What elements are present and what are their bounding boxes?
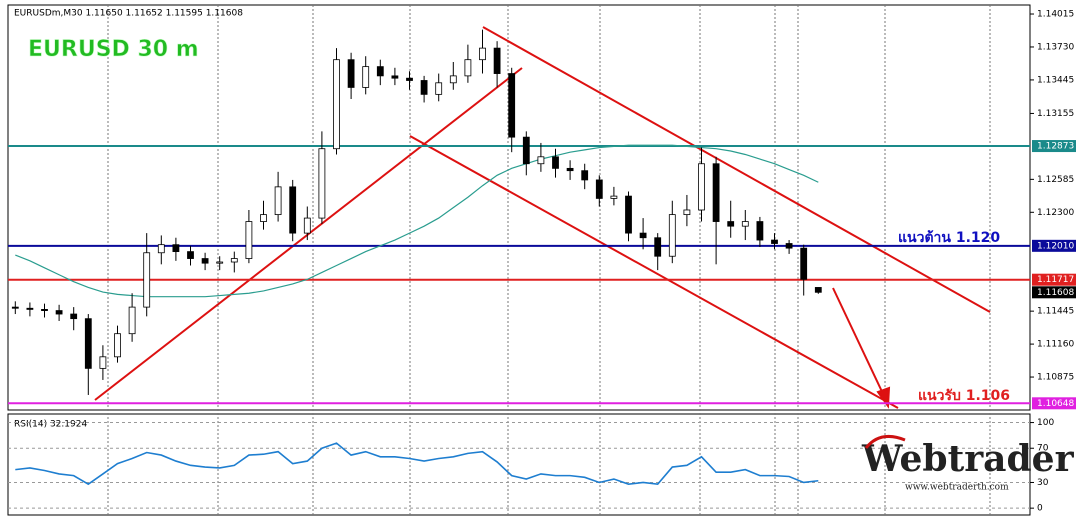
candle-body [464, 59, 472, 77]
trend-line [94, 67, 523, 401]
candle-body [741, 221, 749, 227]
candle-body [479, 47, 486, 61]
candle-body [581, 170, 589, 181]
candle-body [566, 167, 574, 172]
candle-body [406, 77, 413, 81]
level-tag [1032, 239, 1076, 252]
vertical-grid [107, 5, 991, 515]
candle-body [654, 237, 662, 257]
candle-body [625, 195, 632, 234]
candle-body [333, 59, 340, 150]
candle-body [347, 59, 355, 88]
candle-body [245, 221, 253, 259]
candle-body [698, 163, 705, 211]
y-tick-label: 1.13730 [1037, 42, 1074, 52]
y-tick-label: 1.14015 [1037, 10, 1074, 20]
candle-body [552, 156, 559, 169]
candle-body [99, 356, 107, 369]
candle-body [508, 73, 516, 138]
arrow-head [876, 386, 891, 409]
candle-body [785, 243, 793, 249]
candle-body [289, 186, 297, 234]
trend-line [409, 135, 899, 409]
candle-body [756, 221, 764, 241]
level-tag [1032, 397, 1076, 410]
candle-body [610, 195, 618, 199]
candle-body [11, 306, 19, 309]
candle-body [712, 163, 720, 222]
candle-body [391, 75, 399, 79]
level-tag-label: 1.11717 [1037, 275, 1074, 285]
rsi-panel [7, 413, 1031, 516]
candle-body [260, 214, 267, 222]
candle-body [771, 239, 778, 244]
trend-lines [94, 26, 991, 409]
candle-body [683, 209, 691, 216]
level-tag-label: 1.12873 [1037, 142, 1074, 152]
candle-body [143, 252, 151, 308]
candle-body [814, 287, 822, 293]
candle-body [55, 310, 63, 315]
trend-line [482, 26, 991, 313]
candle-body [114, 333, 121, 358]
y-tick-label: 1.12585 [1037, 175, 1074, 185]
chart-title: EURUSD 30 m [28, 37, 199, 62]
watermark-url: www.webtraderth.com [905, 483, 1009, 493]
candle-body [727, 221, 735, 227]
y-tick-label: 1.11160 [1037, 340, 1074, 350]
y-tick-label: 0 [1037, 504, 1043, 514]
candle-body [362, 66, 370, 88]
candle-body [435, 82, 443, 95]
current-price-label: 1.11608 [1037, 288, 1074, 298]
rsi-title: RSI(14) 32.1924 [14, 420, 87, 430]
candle-body [376, 66, 384, 77]
candle-body [493, 47, 501, 74]
candle-body [201, 258, 209, 264]
annotation: แนวต้าน 1.120 [898, 230, 1000, 246]
candle-body [274, 186, 282, 216]
y-tick-label: 1.13445 [1037, 75, 1074, 85]
y-tick-label: 1.12300 [1037, 208, 1074, 218]
candle-body [800, 247, 808, 280]
header: EURUSDm,M30 1.11650 1.11652 1.11595 1.11… [14, 9, 243, 19]
candle-body [303, 217, 311, 234]
candle-body [41, 309, 48, 311]
candle-body [128, 306, 136, 335]
candle-body [230, 258, 238, 263]
y-tick-label: 100 [1037, 418, 1054, 428]
candle-body [172, 244, 180, 253]
arrow [832, 287, 886, 399]
main-panel [7, 4, 1031, 411]
candle-body [537, 156, 545, 165]
candle-body [187, 251, 194, 259]
candle-body [522, 136, 530, 165]
y-tick-label: 1.10875 [1037, 373, 1074, 383]
candle-body [26, 307, 34, 310]
candle-body [420, 80, 428, 95]
watermark-swoosh [864, 434, 906, 449]
level-tag [1032, 273, 1076, 286]
level-tag [1032, 140, 1076, 153]
candle-body [216, 261, 224, 264]
candle-body [318, 148, 326, 219]
y-tick-label: 70 [1037, 444, 1049, 454]
candle-body [84, 318, 92, 369]
rsi-line [15, 442, 819, 486]
candle-body [157, 244, 165, 254]
level-tag-label: 1.12010 [1037, 241, 1074, 251]
annotation: แนวรับ 1.106 [918, 388, 1010, 404]
y-tick-label: 1.11445 [1037, 307, 1074, 317]
candle-body [449, 75, 457, 84]
candle-body [595, 179, 603, 199]
watermark-brand: Webtrader [861, 438, 1075, 480]
y-tick-label: 1.13155 [1037, 109, 1074, 119]
y-tick-label: 30 [1037, 478, 1049, 488]
candle-body [668, 214, 676, 257]
candle-body [70, 313, 78, 320]
level-tag-label: 1.10648 [1037, 399, 1074, 409]
candle-body [639, 232, 647, 239]
current-price-tag [1032, 286, 1076, 299]
